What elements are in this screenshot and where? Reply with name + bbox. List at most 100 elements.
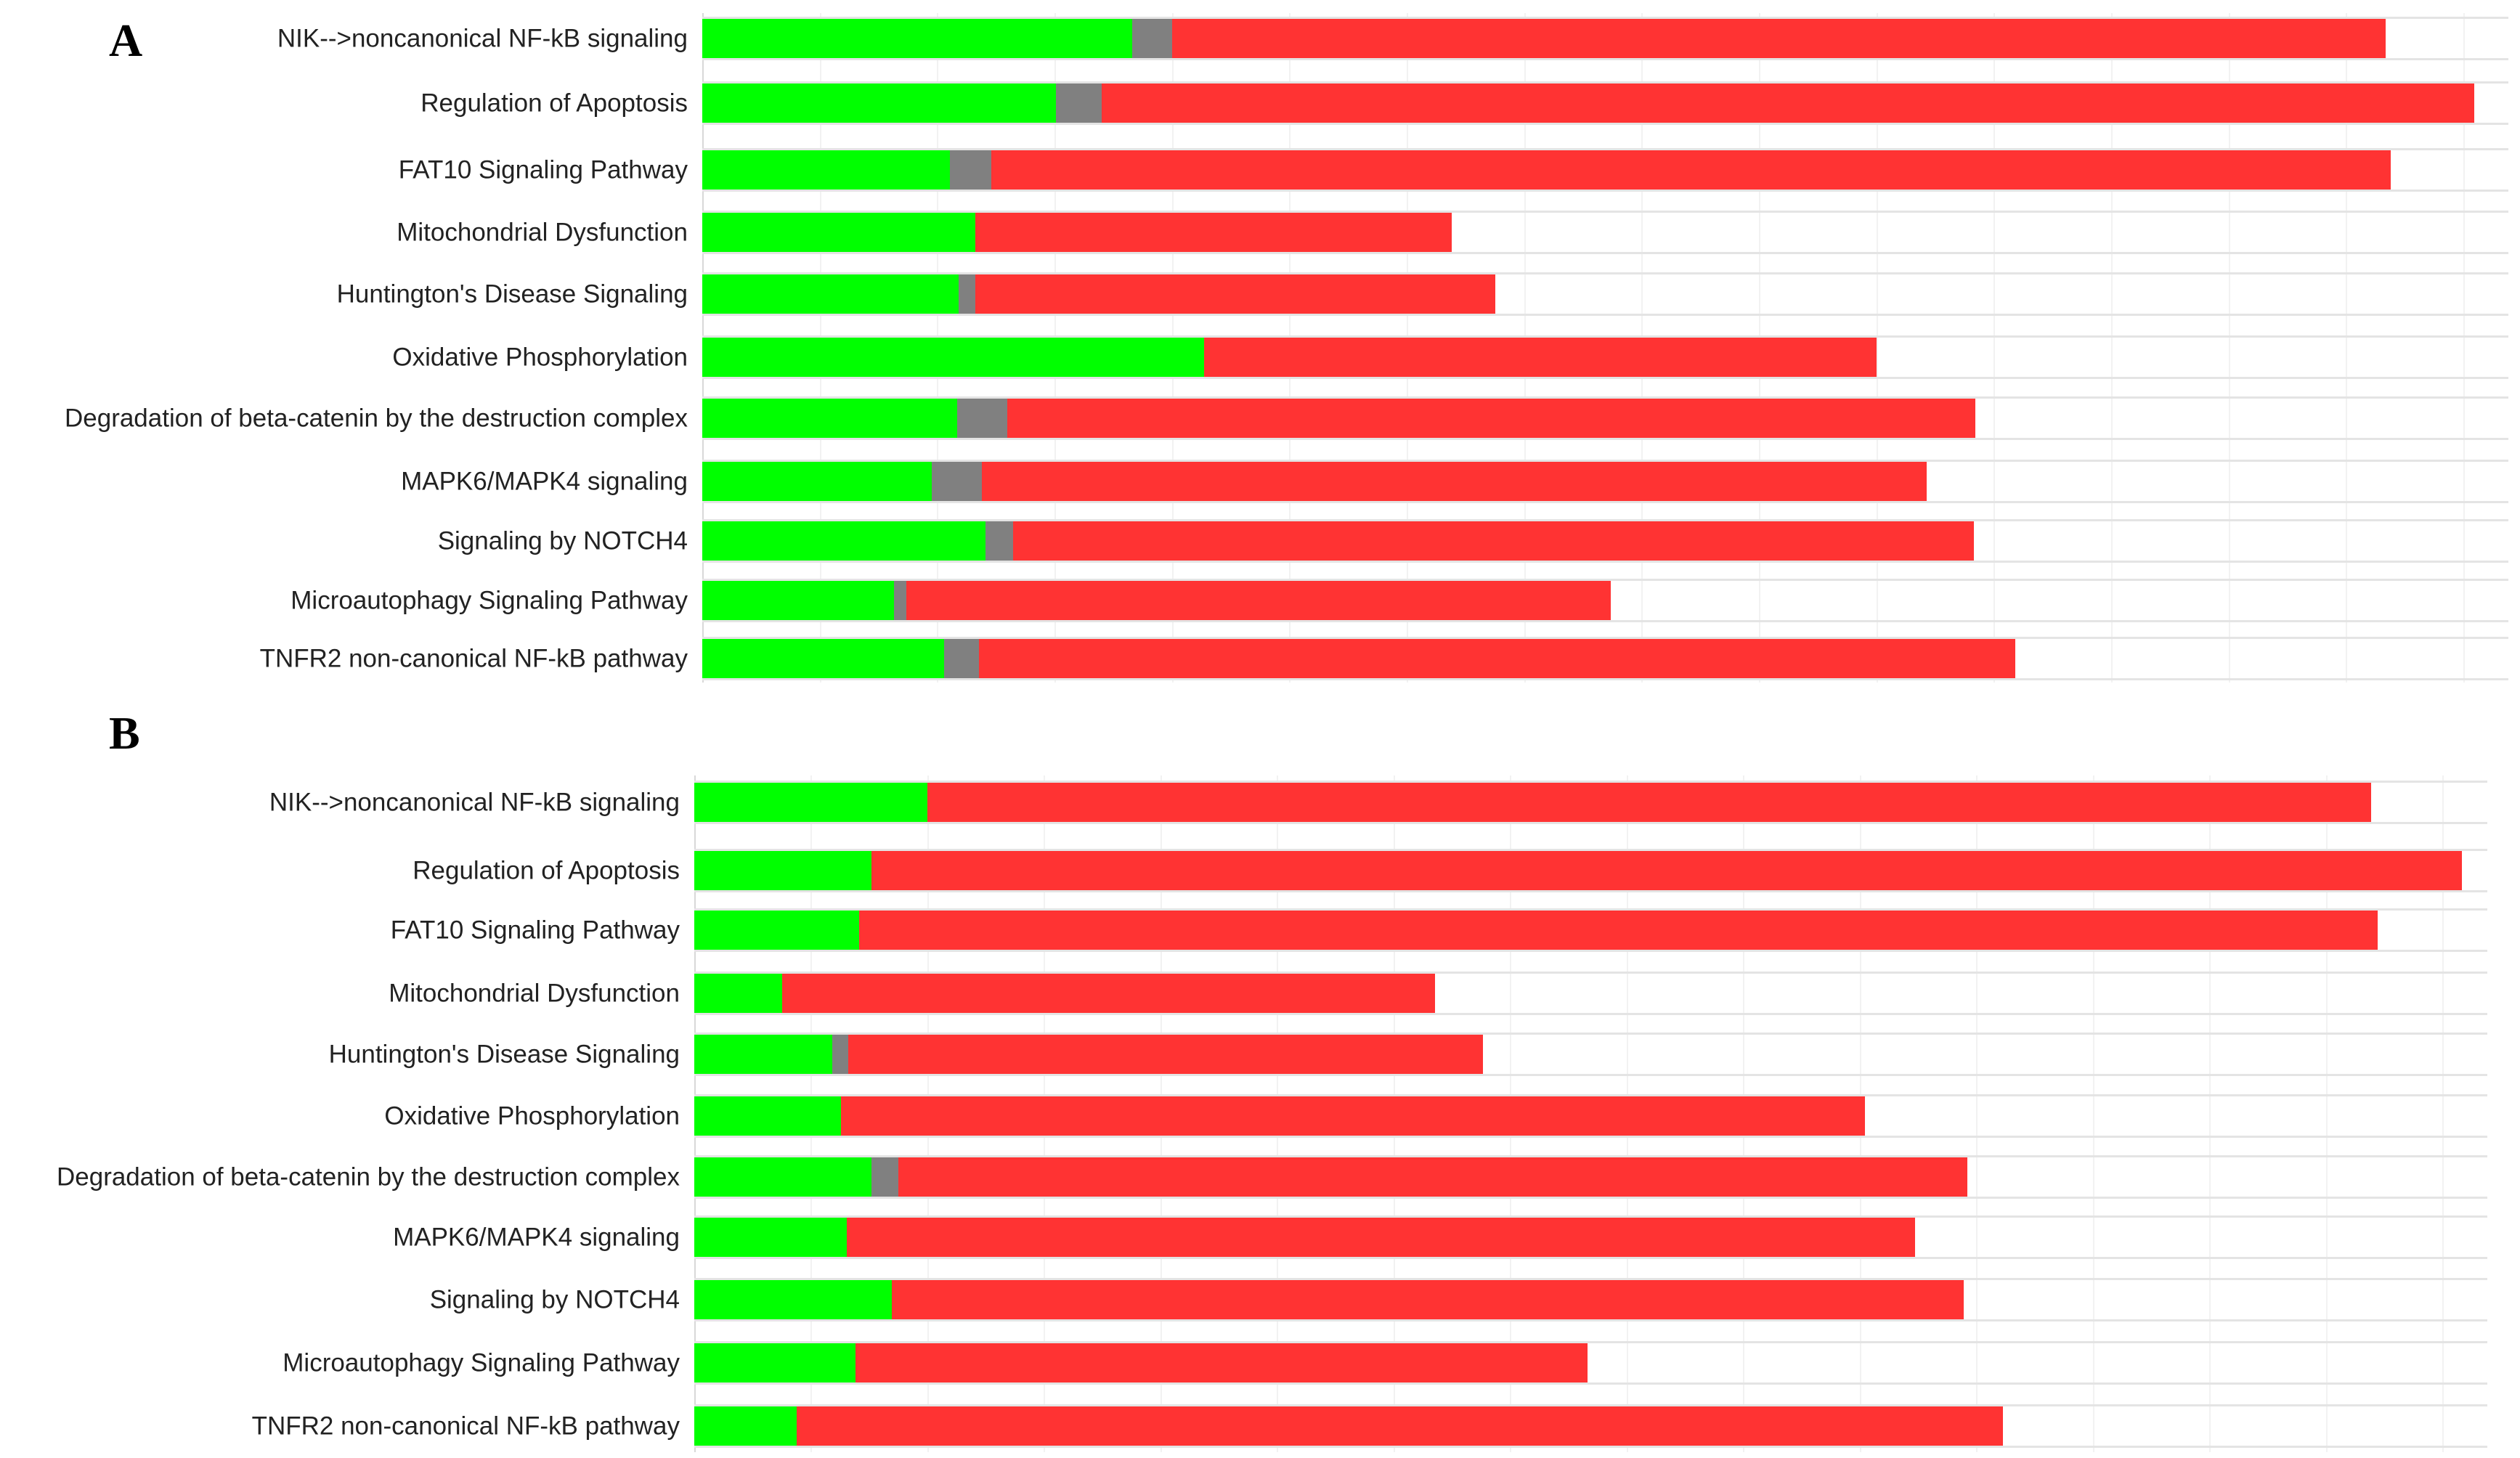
gridline (1976, 775, 1978, 1452)
row-band-line (702, 579, 2508, 581)
bar-segment-green (694, 911, 860, 950)
bar-segment-red (1012, 521, 1974, 561)
category-label: Oxidative Phosphorylation (392, 343, 688, 372)
row-band-line (702, 519, 2508, 521)
gridline (2209, 775, 2211, 1452)
gridline (1993, 13, 1996, 683)
row-band-line (702, 637, 2508, 639)
bar-segment-red (978, 639, 2016, 678)
bar-segment-gray (985, 521, 1013, 561)
row-band-line (694, 950, 2487, 952)
category-label: NIK-->noncanonical NF-kB signaling (269, 788, 680, 817)
row-band-line (694, 1341, 2487, 1343)
category-label: MAPK6/MAPK4 signaling (393, 1223, 680, 1252)
row-band-line (694, 1382, 2487, 1385)
bar-segment-green (702, 274, 959, 314)
category-label: NIK-->noncanonical NF-kB signaling (277, 24, 688, 53)
category-label: FAT10 Signaling Pathway (398, 155, 688, 184)
row-band-line (702, 17, 2508, 19)
category-label: Degradation of beta-catenin by the destr… (56, 1162, 680, 1192)
bar-segment-green (702, 639, 945, 678)
bar-segment-red (781, 974, 1435, 1013)
bar-segment-red (975, 274, 1495, 314)
bar-segment-red (906, 581, 1611, 620)
row-band-line (694, 822, 2487, 824)
category-label: TNFR2 non-canonical NF-kB pathway (259, 644, 688, 673)
category-label: TNFR2 non-canonical NF-kB pathway (251, 1412, 680, 1441)
row-band-line (694, 1155, 2487, 1157)
bar-segment-green (694, 1280, 892, 1319)
bar-segment-red (871, 851, 2463, 890)
category-label: Signaling by NOTCH4 (429, 1285, 680, 1314)
row-band-line (694, 972, 2487, 974)
gridline (2228, 13, 2230, 683)
bar-segment-green (694, 1035, 833, 1074)
gridline (1876, 13, 1878, 683)
row-band-line (702, 678, 2508, 680)
row-band-line (694, 1074, 2487, 1076)
row-band-line (694, 1215, 2487, 1218)
row-band-line (702, 58, 2508, 60)
category-label: Regulation of Apoptosis (420, 89, 688, 118)
bar-segment-green (694, 783, 927, 822)
row-band-line (694, 1013, 2487, 1015)
row-band-line (702, 211, 2508, 213)
bar-segment-red (1007, 399, 1976, 438)
bar-segment-green (702, 338, 1205, 377)
bar-segment-gray (949, 150, 991, 190)
bar-segment-green (702, 581, 894, 620)
row-band-line (694, 849, 2487, 851)
bar-segment-gray (956, 399, 1008, 438)
bar-segment-green (694, 1218, 847, 1257)
row-band-line (694, 890, 2487, 892)
bar-segment-red (975, 213, 1452, 252)
row-band-line (702, 314, 2508, 316)
gridline (2325, 775, 2328, 1452)
bar-segment-green (702, 399, 957, 438)
gridline (2442, 775, 2444, 1452)
bar-segment-gray (959, 274, 975, 314)
row-band-line (694, 1319, 2487, 1321)
row-band-line (694, 1094, 2487, 1096)
panel-letter-b: B (109, 707, 140, 759)
bar-segment-red (1101, 84, 2474, 123)
row-band-line (702, 148, 2508, 150)
gridline (2110, 13, 2113, 683)
category-label: MAPK6/MAPK4 signaling (401, 467, 688, 496)
row-band-line (694, 908, 2487, 911)
bar-segment-green (694, 1406, 797, 1446)
category-label: FAT10 Signaling Pathway (390, 916, 680, 945)
panel-letter-a: A (109, 15, 143, 66)
bar-segment-red (1171, 19, 2386, 58)
row-band-line (702, 272, 2508, 274)
bar-segment-green (694, 1343, 856, 1382)
row-band-line (694, 1446, 2487, 1448)
bar-segment-gray (1056, 84, 1102, 123)
bar-segment-gray (931, 462, 983, 501)
row-band-line (702, 81, 2508, 84)
category-label: Oxidative Phosphorylation (384, 1101, 680, 1131)
bar-segment-gray (1131, 19, 1172, 58)
bar-segment-green (694, 974, 782, 1013)
row-band-line (702, 377, 2508, 379)
row-band-line (694, 1136, 2487, 1138)
row-band-line (702, 438, 2508, 440)
row-band-line (694, 1278, 2487, 1280)
row-band-line (702, 252, 2508, 254)
bar-segment-gray (944, 639, 979, 678)
bar-segment-red (898, 1157, 1967, 1197)
gridline (2092, 775, 2094, 1452)
bar-segment-green (702, 213, 975, 252)
bar-segment-green (694, 1157, 872, 1197)
bar-segment-red (927, 783, 2371, 822)
row-band-line (694, 781, 2487, 783)
bar-segment-red (891, 1280, 1964, 1319)
category-label: Huntington's Disease Signaling (328, 1040, 680, 1069)
row-band-line (702, 123, 2508, 125)
bar-segment-red (841, 1096, 1866, 1136)
category-label: Huntington's Disease Signaling (336, 280, 688, 309)
bar-segment-green (702, 19, 1132, 58)
bar-segment-red (846, 1218, 1916, 1257)
bar-segment-gray (893, 581, 907, 620)
